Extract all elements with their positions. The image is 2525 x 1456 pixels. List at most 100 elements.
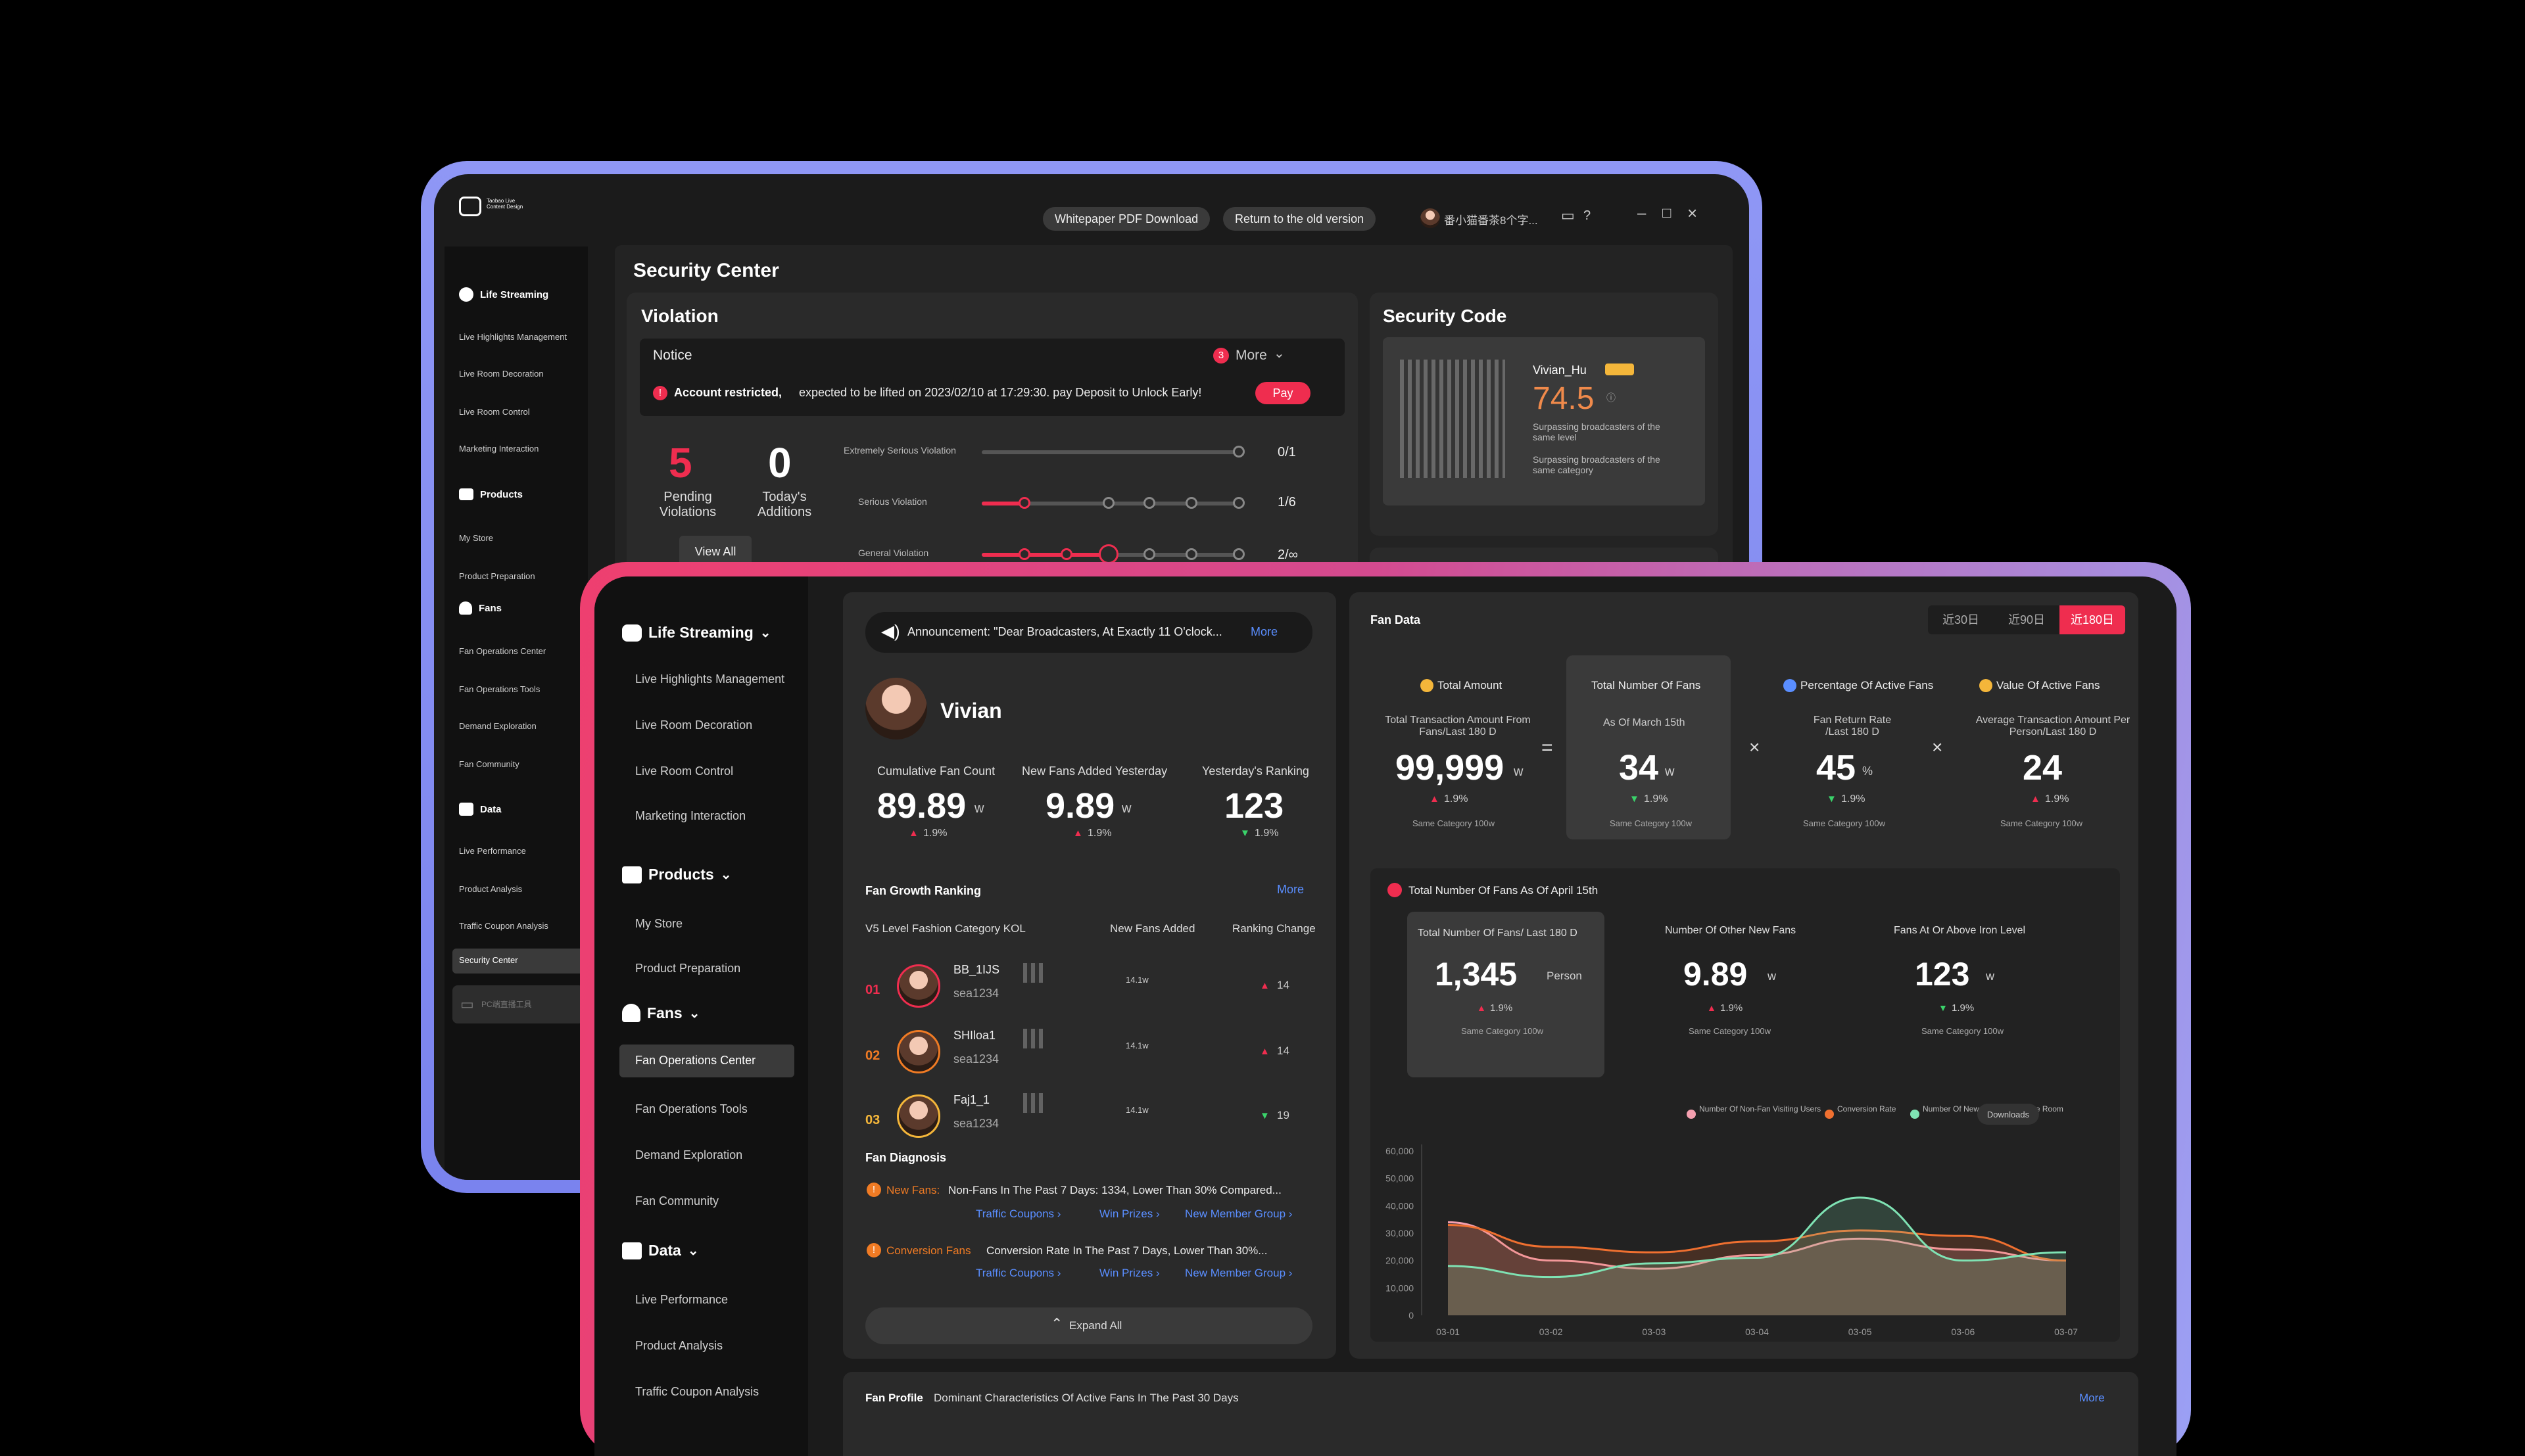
sidebar-item[interactable]: Traffic Coupon Analysis [459,921,548,931]
kol-name[interactable]: BB_1IJS [953,963,1000,976]
sidebar-item[interactable]: Fan Operations Tools [459,684,541,694]
sidebar-data[interactable]: Data ⌄ [622,1242,699,1259]
sidebar-products[interactable]: Products [459,488,523,500]
sidebar-products[interactable]: Products ⌄ [622,866,731,883]
qr-code-icon[interactable] [1400,360,1505,478]
sidebar-item[interactable]: Live Room Decoration [459,369,544,379]
sidebar-item[interactable]: Demand Exploration [459,721,537,731]
minimize-icon[interactable]: – [1637,204,1647,222]
kol-change: 14 [1277,1045,1289,1057]
info-icon[interactable]: ⓘ [1606,392,1616,403]
arrow-down-icon: ▼ [1827,793,1837,805]
sidebar-fans[interactable]: Fans ⌄ [622,1004,700,1022]
sidebar-item[interactable]: Live Highlights Management [635,672,785,686]
sidebar-item[interactable]: Fan Community [459,759,519,769]
maximize-icon[interactable]: □ [1662,204,1671,221]
sidebar-item[interactable]: Demand Exploration [635,1148,743,1162]
active-fans-icon [1783,679,1796,692]
sidebar-item[interactable]: Product Analysis [635,1339,723,1352]
sidebar-item[interactable]: Fan Community [635,1194,719,1208]
sidebar-life-streaming[interactable]: Life Streaming [459,287,548,302]
sidebar-item-security-center[interactable]: Security Center [459,955,518,965]
tab-90-days[interactable]: 近90日 [1994,605,2059,634]
user-avatar[interactable] [1420,208,1440,228]
message-icon[interactable]: ▭ [1561,207,1575,223]
traffic-coupons-link[interactable]: Traffic Coupons › [976,1208,1061,1220]
legend-marker [1910,1110,1919,1119]
chevron-down-icon: ⌄ [688,1006,700,1021]
track-knob [1186,548,1197,560]
fan-trend-chart[interactable]: 60,000 50,000 40,000 30,000 20,000 10,000 0 03-… [1376,1092,2112,1342]
qr-code-icon[interactable] [1023,1093,1043,1113]
sidebar-item[interactable]: My Store [635,917,683,930]
sidebar-item[interactable]: Product Analysis [459,884,523,894]
new-member-group-link[interactable]: New Member Group › [1185,1208,1293,1220]
traffic-coupons-link[interactable]: Traffic Coupons › [976,1267,1061,1279]
arrow-down-icon: ▼ [1240,828,1250,839]
user-name[interactable]: 番小猫番茶8个字... [1444,214,1538,227]
ranking-more-link[interactable]: More [1277,883,1305,896]
security-code-title: Security Code [1383,306,1507,326]
announcement-more-link[interactable]: More [1251,625,1278,638]
y-tick-label: 10,000 [1385,1282,1414,1293]
sidebar-item[interactable]: Fan Operations Tools [635,1102,748,1115]
sidebar-data[interactable]: Data [459,803,502,816]
sidebar-item-fan-operations-center[interactable]: Fan Operations Center [635,1054,756,1067]
pending-label: Pending Violations [659,490,717,519]
whitepaper-button[interactable]: Whitepaper PDF Download [1043,207,1211,231]
notice-more-link[interactable]: More [1236,348,1267,363]
sidebar-item[interactable]: Fan Operations Center [459,646,546,656]
sidebar-fans[interactable]: Fans [459,601,502,615]
kol-name[interactable]: SHIloa1 [953,1029,996,1042]
sidebar-item[interactable]: Product Preparation [459,571,535,581]
ranking-col-header: Ranking Change [1232,922,1316,935]
sidebar-item[interactable]: Live Room Control [459,407,530,417]
equals-operator: = [1541,737,1553,759]
series-line [1447,1224,2067,1262]
sidebar-head-label: Data [480,803,502,815]
sidebar-life-streaming[interactable]: Life Streaming ⌄ [622,624,771,642]
sidebar-item[interactable]: Live Room Decoration [635,718,753,732]
legend-label: Conversion Rate [1837,1104,1896,1114]
new-member-group-link[interactable]: New Member Group › [1185,1267,1293,1279]
qr-code-icon[interactable] [1023,1029,1043,1048]
kol-avatar[interactable] [897,1094,940,1138]
tab-30-days[interactable]: 近30日 [1928,605,1994,634]
chevron-down-icon[interactable]: ⌄ [1274,346,1285,361]
sidebar-item[interactable]: Live Highlights Management [459,332,567,342]
pay-button[interactable]: Pay [1255,382,1311,404]
sidebar-item[interactable]: Live Performance [635,1293,729,1306]
announcement-bar[interactable] [865,612,1312,653]
sidebar-item[interactable]: My Store [459,533,494,543]
old-version-button[interactable]: Return to the old version [1223,207,1376,231]
tab-180-days[interactable]: 近180日 [2059,605,2125,634]
series-area [1448,1222,2066,1315]
sidebar-item[interactable]: Marketing Interaction [459,444,539,454]
avatar[interactable] [865,678,927,740]
kol-avatar[interactable] [897,964,940,1008]
ranking-title: Fan Growth Ranking [865,884,982,897]
violation-row-label: General Violation [858,548,929,558]
close-icon[interactable]: × [1687,203,1698,223]
win-prizes-link[interactable]: Win Prizes › [1099,1267,1160,1279]
help-icon[interactable]: ? [1583,208,1591,223]
sidebar-item[interactable]: Live Performance [459,846,526,856]
sidebar-item[interactable]: Live Room Control [635,764,734,778]
fan-profile-more-link[interactable]: More [2079,1392,2105,1404]
metric-highlight [1566,655,1731,839]
sidebar-head-label: Fans [479,602,502,614]
qr-code-icon[interactable] [1023,963,1043,983]
kol-avatar[interactable] [897,1030,940,1073]
win-prizes-link[interactable]: Win Prizes › [1099,1208,1160,1220]
y-tick-label: 0 [1408,1310,1414,1321]
sidebar-item[interactable]: Traffic Coupon Analysis [635,1385,759,1398]
expand-all-button[interactable] [865,1307,1312,1344]
arrow-up-icon: ▲ [1073,828,1083,839]
sidebar-item[interactable]: Product Preparation [635,962,741,975]
pc-tool-card[interactable] [452,985,584,1023]
products-icon [459,488,473,500]
sidebar-item[interactable]: Marketing Interaction [635,809,746,822]
fans-card-foot: Same Category 100w [1921,1026,2004,1036]
track-knob-active[interactable] [1099,544,1118,564]
kol-name[interactable]: Faj1_1 [953,1093,990,1106]
